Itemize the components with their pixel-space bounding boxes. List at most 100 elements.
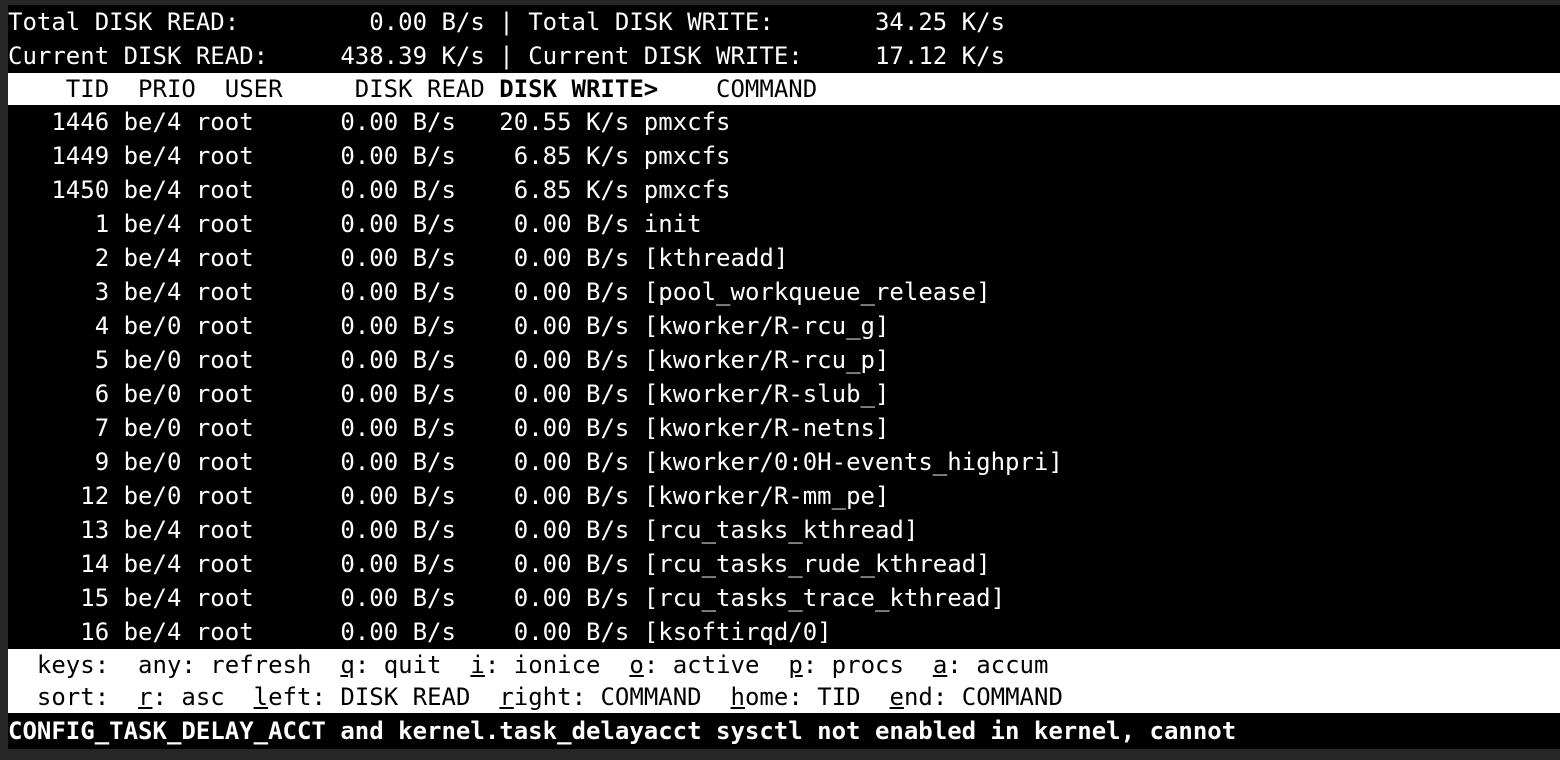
table-row[interactable]: 1 be/4 root 0.00 B/s 0.00 B/s init [8, 207, 1560, 241]
summary-current-line: Current DISK READ: 438.39 K/s | Current … [8, 39, 1560, 73]
summary-total-line: Total DISK READ: 0.00 B/s | Total DISK W… [8, 5, 1560, 39]
footer-gap [759, 651, 788, 679]
cell-user: root [181, 142, 269, 170]
cell-tid: 16 [8, 618, 110, 646]
cell-user: root [181, 312, 269, 340]
cell-tid: 12 [8, 482, 110, 510]
cell-tid: 1 [8, 210, 110, 238]
cell-command: pmxcfs [629, 176, 731, 204]
cell-user: root [181, 210, 269, 238]
footer-key-a[interactable]: a: accum [933, 651, 1049, 679]
footer-sort-key-r[interactable]: r: asc [138, 683, 225, 711]
cell-user: root [181, 448, 269, 476]
table-row[interactable]: 16 be/4 root 0.00 B/s 0.00 B/s [ksoftirq… [8, 615, 1560, 649]
cell-user: root [181, 618, 269, 646]
current-write-label: Current DISK WRITE: 17.12 K/s [528, 42, 1006, 70]
key-accelerator: e [889, 683, 904, 711]
table-row[interactable]: 7 be/0 root 0.00 B/s 0.00 B/s [kworker/R… [8, 411, 1560, 445]
cell-disk-read: 0.00 B/s [268, 380, 456, 408]
table-row[interactable]: 3 be/4 root 0.00 B/s 0.00 B/s [pool_work… [8, 275, 1560, 309]
cell-disk-read: 0.00 B/s [268, 550, 456, 578]
cell-prio: be/4 [109, 176, 182, 204]
cell-command: [rcu_tasks_rude_kthread] [629, 550, 991, 578]
footer-sort-label: sort: [8, 683, 139, 711]
cell-tid: 1450 [8, 176, 110, 204]
key-action: : asc [152, 683, 225, 711]
footer-gap [600, 651, 629, 679]
cell-command: [kworker/R-rcu_p] [629, 346, 890, 374]
cell-command: [rcu_tasks_trace_kthread] [629, 584, 1006, 612]
cell-disk-write: 6.85 K/s [455, 176, 630, 204]
cell-command: [kworker/R-mm_pe] [629, 482, 890, 510]
table-column-header[interactable]: TID PRIO USER DISK READ DISK WRITE> COMM… [8, 73, 1560, 105]
cell-prio: be/0 [109, 380, 182, 408]
cell-command: [ksoftirqd/0] [629, 618, 832, 646]
footer-sort-key-end[interactable]: end: COMMAND [890, 683, 1063, 711]
cell-disk-read: 0.00 B/s [268, 516, 456, 544]
key-action: : DISK READ [311, 683, 471, 711]
table-row[interactable]: 5 be/0 root 0.00 B/s 0.00 B/s [kworker/R… [8, 343, 1560, 377]
cell-disk-write: 0.00 B/s [455, 278, 630, 306]
footer-key-any[interactable]: any: refresh [138, 651, 311, 679]
table-row[interactable]: 12 be/0 root 0.00 B/s 0.00 B/s [kworker/… [8, 479, 1560, 513]
total-write-label: Total DISK WRITE: 34.25 K/s [528, 8, 1006, 36]
column-header-command[interactable]: COMMAND [658, 75, 818, 103]
table-row[interactable]: 1449 be/4 root 0.00 B/s 6.85 K/s pmxcfs [8, 139, 1560, 173]
cell-tid: 7 [8, 414, 110, 442]
key-action: : quit [354, 651, 442, 679]
footer-sort-key-home[interactable]: home: TID [731, 683, 861, 711]
cell-user: root [181, 414, 269, 442]
cell-disk-write: 0.00 B/s [455, 516, 630, 544]
current-read-label: Current DISK READ: 438.39 K/s [8, 42, 485, 70]
cell-disk-write: 20.55 K/s [455, 108, 630, 136]
cell-disk-write: 0.00 B/s [455, 346, 630, 374]
cell-prio: be/4 [109, 108, 182, 136]
table-row[interactable]: 4 be/0 root 0.00 B/s 0.00 B/s [kworker/R… [8, 309, 1560, 343]
cell-prio: be/0 [109, 482, 182, 510]
footer-key-i[interactable]: i: ionice [470, 651, 600, 679]
footer-key-q[interactable]: q: quit [340, 651, 441, 679]
cell-disk-read: 0.00 B/s [268, 346, 456, 374]
cell-user: root [181, 244, 269, 272]
key-accelerator: r [499, 683, 514, 711]
cell-user: root [181, 278, 269, 306]
cell-tid: 2 [8, 244, 110, 272]
key-accelerator: q [340, 651, 355, 679]
table-row[interactable]: 2 be/4 root 0.00 B/s 0.00 B/s [kthreadd] [8, 241, 1560, 275]
cell-tid: 9 [8, 448, 110, 476]
cell-user: root [181, 108, 269, 136]
cell-disk-write: 0.00 B/s [455, 244, 630, 272]
table-row[interactable]: 6 be/0 root 0.00 B/s 0.00 B/s [kworker/R… [8, 377, 1560, 411]
cell-command: [kworker/R-rcu_g] [629, 312, 890, 340]
table-row[interactable]: 15 be/4 root 0.00 B/s 0.00 B/s [rcu_task… [8, 581, 1560, 615]
cell-tid: 15 [8, 584, 110, 612]
footer-key-p[interactable]: p: procs [788, 651, 904, 679]
footer-gap [702, 683, 731, 711]
cell-disk-read: 0.00 B/s [268, 618, 456, 646]
key-action: : refresh [181, 651, 312, 679]
cell-disk-read: 0.00 B/s [268, 278, 456, 306]
table-row[interactable]: 9 be/0 root 0.00 B/s 0.00 B/s [kworker/0… [8, 445, 1560, 479]
cell-disk-read: 0.00 B/s [268, 142, 456, 170]
key-accelerator: a [932, 651, 948, 679]
key-accelerator: p [788, 651, 803, 679]
iotop-footer: keys: any: refresh q: quit i: ionice o: … [8, 649, 1560, 713]
footer-sort-line[interactable]: sort: r: asc left: DISK READ right: COMM… [8, 681, 1560, 713]
cell-command: pmxcfs [629, 142, 731, 170]
footer-sort-key-right[interactable]: right: COMMAND [499, 683, 701, 711]
summary-separator-1: | [484, 8, 529, 36]
cell-tid: 5 [8, 346, 110, 374]
footer-keys-line[interactable]: keys: any: refresh q: quit i: ionice o: … [8, 649, 1560, 681]
footer-sort-key-left[interactable]: left: DISK READ [254, 683, 471, 711]
table-row[interactable]: 1450 be/4 root 0.00 B/s 6.85 K/s pmxcfs [8, 173, 1560, 207]
cell-command: [kworker/R-netns] [629, 414, 890, 442]
table-row[interactable]: 1446 be/4 root 0.00 B/s 20.55 K/s pmxcfs [8, 105, 1560, 139]
column-header-disk-write-sorted[interactable]: DISK WRITE> [499, 75, 659, 103]
process-list[interactable]: 1446 be/4 root 0.00 B/s 20.55 K/s pmxcfs… [8, 105, 1560, 649]
key-accelerator: i [470, 651, 485, 679]
footer-key-o[interactable]: o: active [629, 651, 759, 679]
table-row[interactable]: 14 be/4 root 0.00 B/s 0.00 B/s [rcu_task… [8, 547, 1560, 581]
table-row[interactable]: 13 be/4 root 0.00 B/s 0.00 B/s [rcu_task… [8, 513, 1560, 547]
cell-disk-read: 0.00 B/s [268, 244, 456, 272]
